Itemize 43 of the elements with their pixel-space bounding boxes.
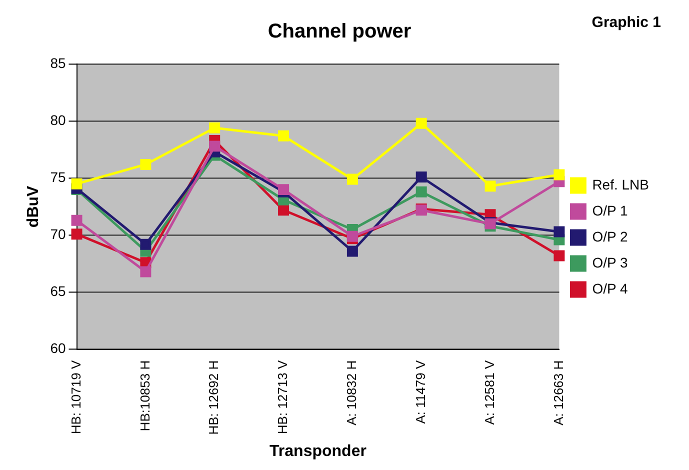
- chart-title: Channel power: [268, 20, 412, 43]
- point: [209, 140, 220, 152]
- point: [209, 122, 220, 134]
- x-tick-label: HB: 10719 V: [68, 360, 84, 434]
- point: [416, 186, 427, 198]
- y-tick-label: 75: [50, 169, 66, 186]
- legend-label: O/P 2: [592, 228, 628, 244]
- point: [140, 266, 152, 278]
- point: [140, 238, 152, 250]
- point: [484, 180, 496, 192]
- point: [140, 158, 152, 170]
- y-tick-label: 85: [50, 54, 66, 71]
- point: [554, 250, 565, 262]
- point: [278, 130, 290, 142]
- point: [71, 214, 82, 226]
- point: [71, 228, 82, 240]
- y-tick-label: 60: [50, 340, 66, 356]
- point: [554, 226, 565, 238]
- legend-label: O/P 4: [592, 280, 628, 296]
- text: Graphic 1: [592, 14, 661, 31]
- y-axis-title: dBuV: [25, 185, 42, 228]
- x-tick-label: HB: 12713 V: [275, 360, 290, 434]
- x-tick-label: HB: 12692 H: [206, 360, 222, 435]
- x-tick-label: A: 12581 V: [482, 360, 497, 425]
- x-tick-label: A: 11479 V: [412, 360, 428, 424]
- y-tick-label: 70: [50, 226, 66, 242]
- y-tick-label: 65: [50, 283, 66, 300]
- legend-label: O/P 1: [592, 202, 628, 218]
- legend-label: Ref. LNB: [592, 176, 650, 192]
- point: [346, 230, 358, 242]
- y-tick-label: 80: [50, 112, 66, 128]
- point: [416, 118, 427, 129]
- point: [346, 246, 358, 257]
- x-tick-label: A: 10832 H: [344, 360, 360, 426]
- point: [278, 204, 290, 216]
- x-tick-label: A: 12663 H: [550, 360, 566, 426]
- point: [346, 174, 358, 185]
- x-axis-title: Transponder: [270, 442, 366, 460]
- point: [554, 169, 565, 180]
- point: [416, 172, 427, 182]
- x-tick-label: HB:10853 H: [137, 360, 152, 432]
- point: [71, 178, 82, 190]
- legend-label: O/P 3: [592, 254, 628, 270]
